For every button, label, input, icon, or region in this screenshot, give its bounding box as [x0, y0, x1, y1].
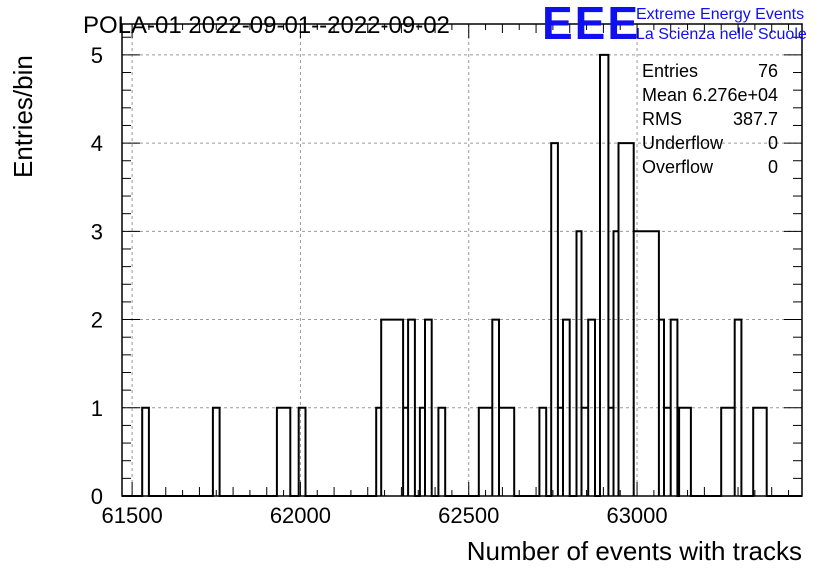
stats-value: 0	[768, 133, 778, 153]
x-tick-label: 61500	[102, 503, 163, 528]
stats-label: Overflow	[642, 157, 714, 177]
logo-line-2: La Scienza nelle Scuole	[636, 26, 807, 43]
x-tick-label: 62500	[438, 503, 499, 528]
tick-labels: 61500 62000 62500 63000 0 1 2 3 4 5	[91, 43, 668, 528]
logo-line-1: Extreme Energy Events	[636, 6, 804, 23]
stats-value: 76	[758, 61, 778, 81]
grid-lines	[122, 24, 802, 496]
y-tick-label: 2	[91, 308, 103, 333]
logo-mark: EEE	[542, 0, 640, 49]
stats-value: 0	[768, 157, 778, 177]
stats-value: 387.7	[733, 109, 778, 129]
stats-value: 6.276e+04	[692, 85, 778, 105]
y-tick-label: 5	[91, 43, 103, 68]
histogram-series	[122, 53, 802, 497]
stats-box: Entries 76 Mean 6.276e+04 RMS 387.7 Underflow 0…	[642, 61, 778, 177]
stats-label: Underflow	[642, 133, 724, 153]
stats-label: RMS	[642, 109, 682, 129]
y-tick-label: 1	[91, 396, 103, 421]
stats-label: Mean	[642, 85, 687, 105]
eee-logo: EEE Extreme Energy Events La Scienza nel…	[542, 0, 807, 49]
x-tick-label: 62000	[270, 503, 331, 528]
y-tick-label: 0	[91, 484, 103, 509]
chart-title: POLA-01 2022-09-01--2022-09-02	[83, 12, 450, 39]
y-tick-label: 4	[91, 131, 103, 156]
stats-label: Entries	[642, 61, 698, 81]
x-tick-label: 63000	[606, 503, 667, 528]
x-axis-label: Number of events with tracks	[467, 536, 802, 566]
y-tick-label: 3	[91, 219, 103, 244]
y-axis-label: Entries/bin	[8, 55, 38, 178]
plot-frame	[121, 23, 803, 497]
